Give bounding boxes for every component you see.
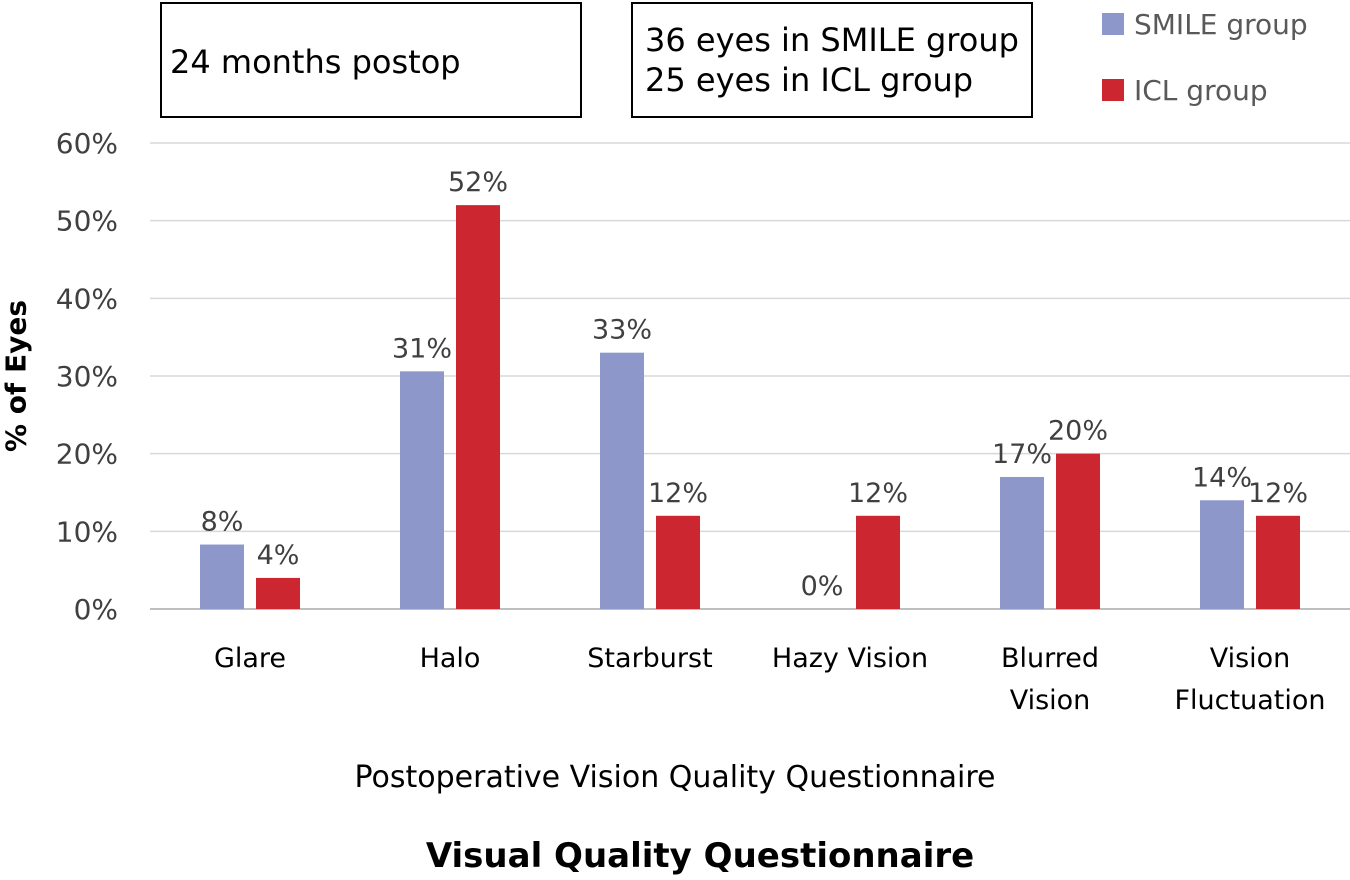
y-tick-label: 20% (56, 438, 118, 471)
y-tick-label: 60% (56, 127, 118, 160)
chart-title: Visual Quality Questionnaire (425, 836, 975, 876)
x-tick-label-line: Hazy Vision (772, 643, 928, 674)
x-axis-title: Postoperative Vision Quality Questionnai… (354, 760, 996, 795)
legend-item-smile: SMILE group (1102, 4, 1308, 44)
x-tick-label-line: Halo (420, 643, 481, 674)
legend-label-smile: SMILE group (1134, 7, 1308, 41)
data-label-icl: 12% (648, 478, 708, 509)
data-label-icl: 4% (257, 540, 300, 571)
x-tick-label-line: Blurred (1001, 643, 1099, 674)
x-tick-label-line: Vision (1010, 685, 1091, 716)
bar-smile (600, 352, 644, 609)
x-tick-label: Halo (420, 643, 481, 674)
legend-item-icl: ICL group (1102, 70, 1268, 110)
bar-icl (256, 577, 300, 609)
data-label-icl: 12% (1248, 478, 1308, 509)
x-tick-label: Starburst (587, 643, 712, 674)
x-tick-label: Hazy Vision (772, 643, 928, 674)
bar-smile (1000, 476, 1044, 609)
annotation-smile-count: 36 eyes in SMILE group (645, 21, 1019, 59)
x-tick-label: Glare (214, 643, 286, 674)
legend-swatch-icl (1102, 79, 1124, 101)
y-axis-title: % of Eyes (0, 299, 33, 453)
y-tick-label: 40% (56, 282, 118, 315)
x-tick-label: Blurred Vision (1001, 643, 1099, 716)
legend-swatch-smile (1102, 13, 1124, 35)
bar-smile (200, 544, 244, 609)
bar-icl (856, 515, 900, 609)
annotation-postop-text: 24 months postop (170, 43, 461, 81)
bar-smile (1200, 500, 1244, 609)
y-tick-label: 50% (56, 205, 118, 238)
bar-icl (1056, 453, 1100, 609)
x-tick-label-line: Vision (1210, 643, 1291, 674)
x-tick-label: Vision Fluctuation (1175, 643, 1326, 716)
data-label-smile: 8% (201, 507, 244, 538)
data-label-smile: 17% (992, 439, 1052, 470)
y-tick-label: 30% (56, 360, 118, 393)
y-tick-label: 10% (56, 515, 118, 548)
x-tick-label-line: Glare (214, 643, 286, 674)
data-label-smile: 33% (592, 315, 652, 346)
annotation-icl-count: 25 eyes in ICL group (645, 61, 974, 99)
legend-label-icl: ICL group (1134, 73, 1268, 107)
x-tick-label-line: Starburst (587, 643, 712, 674)
data-label-smile: 31% (392, 333, 452, 364)
bar-icl (1256, 515, 1300, 609)
annotation-box-postop: 24 months postop (160, 2, 582, 118)
x-tick-label-line: Fluctuation (1175, 685, 1326, 716)
data-label-smile: 14% (1192, 462, 1252, 493)
bar-icl (456, 205, 500, 609)
data-label-smile: 0% (801, 571, 844, 602)
data-label-icl: 52% (448, 167, 508, 198)
data-label-icl: 20% (1048, 416, 1108, 447)
bar-icl (656, 515, 700, 609)
y-tick-label: 0% (74, 593, 118, 626)
data-label-icl: 12% (848, 478, 908, 509)
annotation-box-eye-counts: 36 eyes in SMILE group 25 eyes in ICL gr… (631, 2, 1033, 118)
bar-smile (400, 371, 444, 609)
